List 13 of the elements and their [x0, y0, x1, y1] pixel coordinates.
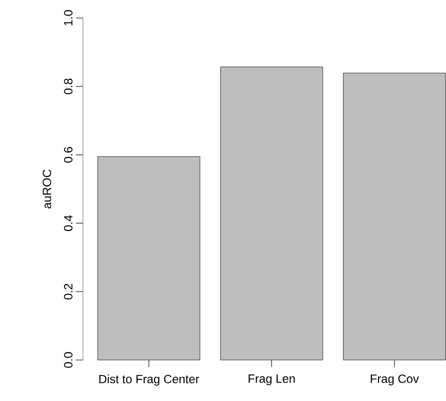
y-tick-label: 0.2 [64, 284, 72, 300]
y-tick-label: 0.4 [64, 215, 72, 232]
bar [220, 66, 323, 360]
bar [97, 156, 200, 360]
x-tick-label: Frag Cov [370, 374, 419, 386]
y-tick-label: 0.6 [64, 147, 72, 163]
y-axis-title: auROC [42, 170, 52, 208]
x-tick-label: Dist to Frag Center [99, 374, 200, 386]
x-tick-label: Frag Len [248, 374, 295, 386]
y-tick-label: 1.0 [64, 10, 72, 26]
y-tick-label: 0.0 [64, 352, 72, 368]
bar [343, 72, 446, 360]
y-tick-label: 0.8 [64, 78, 72, 94]
